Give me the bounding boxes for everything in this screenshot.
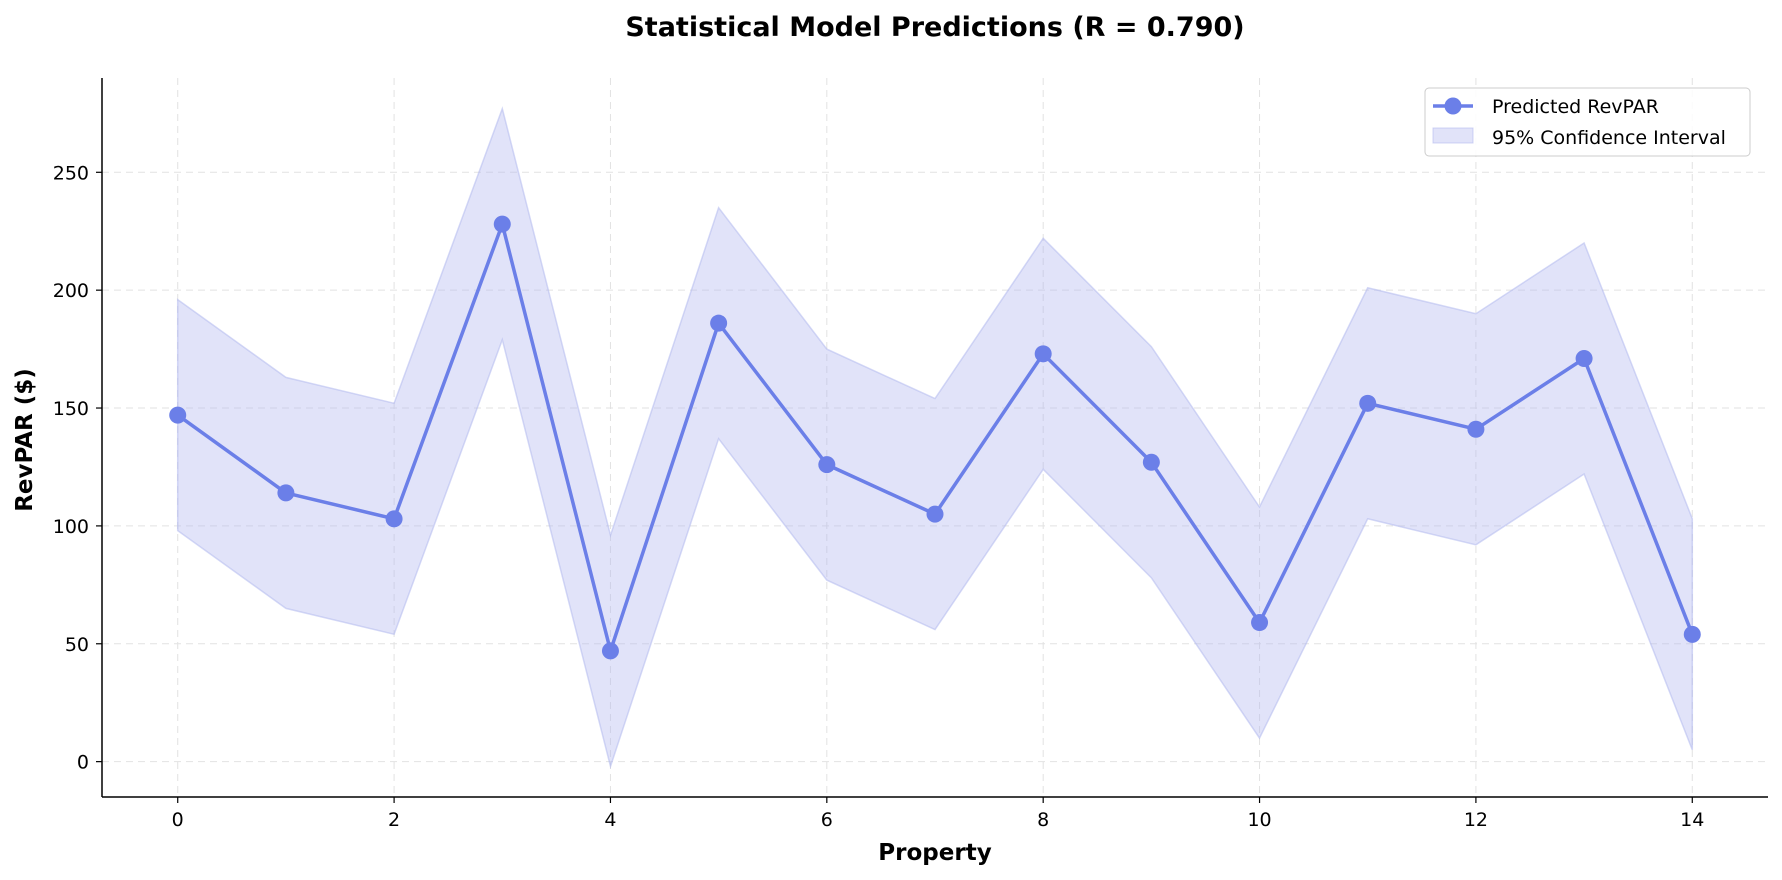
predicted-revpar-point [1359, 394, 1377, 412]
y-tick-label: 150 [53, 398, 89, 420]
y-axis-label: RevPAR ($) [12, 368, 38, 512]
predicted-revpar-point [169, 406, 187, 424]
predicted-revpar-point [926, 505, 944, 523]
y-tick-label: 250 [53, 162, 89, 184]
x-axis-label: Property [878, 840, 991, 866]
predicted-revpar-point [1575, 350, 1593, 368]
predicted-revpar-point [1251, 614, 1269, 632]
predicted-revpar-point [1467, 420, 1485, 438]
predicted-revpar-point [277, 484, 295, 502]
x-tick-label: 2 [388, 809, 400, 831]
tick-layer: 0 2 4 6 8 10 12 14 0 50 100 150 200 250 [53, 162, 1705, 831]
x-tick-label: 8 [1037, 809, 1049, 831]
predicted-revpar-point [710, 314, 728, 332]
predicted-revpar-point [1142, 453, 1160, 471]
legend-marker-swatch [1444, 97, 1462, 115]
predicted-revpar-point [385, 510, 403, 528]
x-tick-label: 14 [1680, 809, 1704, 831]
x-tick-label: 12 [1464, 809, 1488, 831]
chart-title: Statistical Model Predictions (R = 0.790… [625, 12, 1244, 43]
x-tick-label: 0 [172, 809, 184, 831]
y-tick-label: 0 [77, 752, 89, 774]
predicted-revpar-point [818, 456, 836, 474]
y-tick-label: 100 [53, 516, 89, 538]
predicted-revpar-point [1034, 345, 1052, 363]
x-tick-label: 4 [604, 809, 616, 831]
predicted-revpar-point [1683, 625, 1701, 643]
x-tick-label: 6 [821, 809, 833, 831]
y-tick-label: 50 [65, 634, 89, 656]
y-tick-label: 200 [53, 280, 89, 302]
legend-label-predicted: Predicted RevPAR [1492, 96, 1659, 118]
legend: Predicted RevPAR 95% Confidence Interval [1424, 87, 1751, 157]
legend-band-swatch [1432, 127, 1474, 144]
predicted-revpar-point [493, 215, 511, 233]
confidence-band-layer [176, 106, 1694, 770]
confidence-band [176, 106, 1694, 770]
legend-label-confidence: 95% Confidence Interval [1492, 127, 1726, 149]
x-tick-label: 10 [1247, 809, 1271, 831]
predicted-revpar-point [601, 642, 619, 660]
axes-layer [101, 78, 1768, 798]
prediction-marker-layer [169, 215, 1701, 660]
legend-frame [1424, 87, 1751, 157]
grid-layer [102, 78, 1768, 797]
